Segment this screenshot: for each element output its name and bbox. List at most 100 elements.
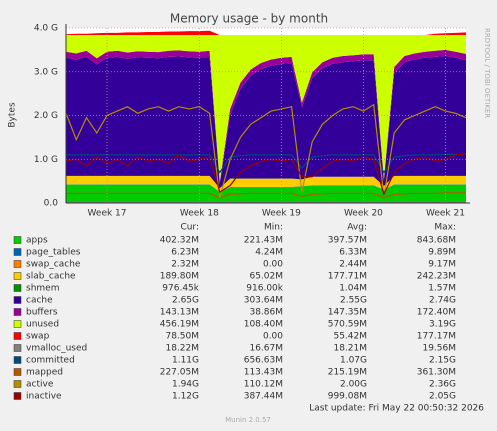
legend-stat: 108.40M	[244, 320, 283, 330]
legend-stat: 19.56M	[422, 344, 456, 354]
y-tick-label: 2.0 G	[34, 111, 58, 121]
legend-swatch	[13, 296, 22, 304]
legend-stat: 9.89M	[428, 248, 456, 258]
legend-stat: 38.86M	[249, 308, 283, 318]
legend-stat: 402.32M	[160, 236, 199, 246]
legend-stat: 397.57M	[328, 236, 367, 246]
legend-stat: 361.30M	[417, 368, 456, 378]
legend-swatch	[13, 272, 22, 280]
legend-stat: 9.17M	[428, 260, 456, 270]
legend-stat: 999.08M	[328, 392, 367, 402]
legend-stat: 4.24M	[255, 248, 283, 258]
legend-stat: 16.67M	[249, 344, 283, 354]
legend-stat: 0.00	[263, 260, 283, 270]
legend-stat: 1.94G	[172, 380, 199, 390]
legend-stat: 2.74G	[429, 296, 456, 306]
legend-stat: 18.21M	[333, 344, 367, 354]
legend-stat: 456.19M	[160, 320, 199, 330]
legend-stat: 177.71M	[328, 272, 367, 282]
legend-stat: 143.13M	[160, 308, 199, 318]
legend-label: slab_cache	[26, 272, 76, 282]
stat-header: Avg:	[347, 223, 367, 233]
line	[66, 192, 466, 199]
legend-stat: 570.59M	[328, 320, 367, 330]
legend-label: vmalloc_used	[26, 344, 87, 354]
line	[66, 153, 466, 174]
legend-label: cache	[26, 296, 53, 306]
legend-label: apps	[26, 236, 48, 246]
legend-stat: 2.36G	[429, 380, 456, 390]
line	[65, 103, 467, 198]
legend-stat: 1.57M	[428, 284, 456, 294]
legend-swatch	[13, 260, 22, 268]
legend-label: buffers	[26, 308, 58, 318]
y-tick-label: 3.0 G	[34, 67, 58, 77]
legend-stat: 55.42M	[333, 332, 367, 342]
x-tick-label: Week 18	[180, 209, 219, 219]
legend-stat: 6.23M	[171, 248, 199, 258]
x-tick-label: Week 21	[426, 209, 465, 219]
legend-swatch	[13, 392, 22, 400]
legend-stat: 110.12M	[244, 380, 283, 390]
legend-stat: 2.15G	[429, 356, 456, 366]
legend-swatch	[13, 344, 22, 352]
legend-stat: 189.80M	[160, 272, 199, 282]
legend-stat: 147.35M	[328, 308, 367, 318]
area	[66, 56, 466, 189]
chart-title: Memory usage - by month	[170, 12, 328, 26]
legend-swatch	[13, 380, 22, 388]
x-tick-label: Week 17	[88, 209, 127, 219]
legend-stat: 0.00	[263, 332, 283, 342]
legend-stat: 2.44M	[339, 260, 367, 270]
legend-stat: 2.00G	[340, 380, 367, 390]
x-tick-label: Week 19	[262, 209, 301, 219]
legend-label: swap_cache	[26, 260, 81, 270]
legend-stat: 242.23M	[417, 272, 456, 282]
legend-swatch	[13, 248, 22, 256]
x-tick-label: Week 20	[344, 209, 383, 219]
legend-stat: 916.00k	[246, 284, 283, 294]
area	[66, 176, 466, 192]
plot	[65, 30, 467, 203]
legend-stat: 976.45k	[162, 284, 199, 294]
area	[66, 30, 466, 35]
legend-stat: 18.22M	[165, 344, 199, 354]
line	[65, 153, 467, 196]
legend-stat: 2.55G	[340, 296, 367, 306]
legend-label: shmem	[26, 284, 59, 294]
legend-stat: 221.43M	[244, 236, 283, 246]
legend-swatch	[13, 332, 22, 340]
legend-stat: 227.05M	[160, 368, 199, 378]
legend-stat: 113.43M	[244, 368, 283, 378]
legend-stat: 2.05G	[429, 392, 456, 402]
y-tick-label: 0.0	[44, 199, 59, 209]
legend-label: inactive	[26, 392, 62, 402]
legend-swatch	[13, 308, 22, 316]
legend-swatch	[13, 236, 22, 244]
legend-stat: 78.50M	[165, 332, 199, 342]
legend-label: page_tables	[26, 248, 81, 258]
y-axis-label: Bytes	[8, 102, 18, 128]
legend-swatch	[13, 368, 22, 376]
legend-label: active	[26, 380, 54, 390]
legend-stat: 2.65G	[172, 296, 199, 306]
side-label: RRDTOOL / TOBI OETIKER	[483, 28, 491, 118]
stat-header: Cur:	[180, 223, 199, 233]
y-tick-label: 4.0 G	[34, 24, 58, 34]
footer: Munin 2.0.57	[225, 416, 271, 424]
legend-stat: 1.12G	[172, 392, 199, 402]
legend-stat: 843.68M	[417, 236, 456, 246]
legend-stat: 387.44M	[244, 392, 283, 402]
legend-label: swap	[26, 332, 50, 342]
stat-header: Min:	[264, 223, 283, 233]
legend-swatch	[13, 284, 22, 292]
legend-stat: 1.11G	[172, 356, 199, 366]
legend-swatch	[13, 356, 22, 364]
legend-label: mapped	[26, 368, 63, 378]
legend-label: unused	[26, 320, 59, 330]
legend-stat: 65.02M	[249, 272, 283, 282]
legend-stat: 172.40M	[417, 308, 456, 318]
legend-swatch	[13, 320, 22, 328]
legend-stat: 1.07G	[340, 356, 367, 366]
